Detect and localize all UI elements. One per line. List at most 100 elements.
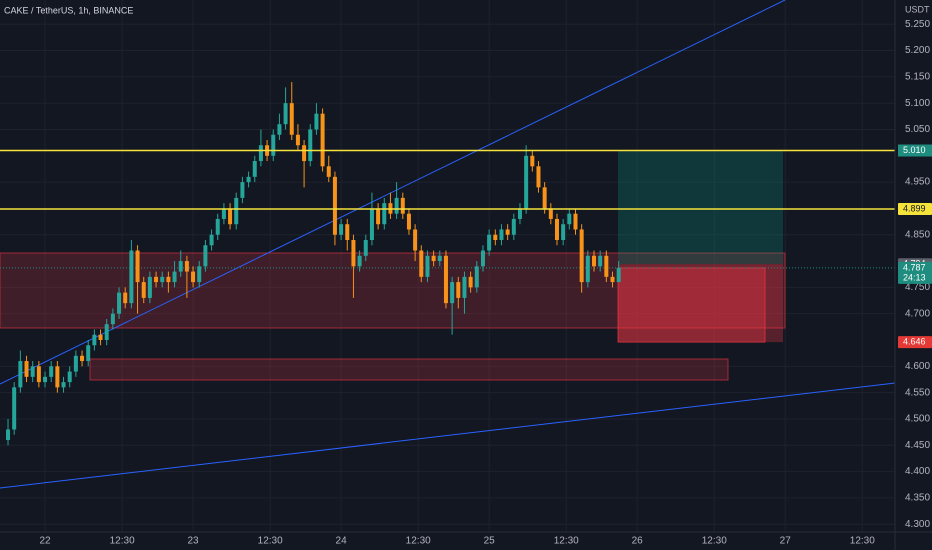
candle-body (67, 371, 72, 383)
candle-body (511, 218, 516, 235)
candle-body (86, 345, 91, 362)
y-tick-label: 4.600 (905, 361, 930, 372)
y-tick-label: 4.750 (905, 282, 930, 293)
position-tool (0, 150, 895, 343)
profit-zone (618, 150, 783, 265)
candle-body (289, 103, 294, 135)
y-tick-label: 4.850 (905, 229, 930, 240)
candle-body (382, 203, 387, 225)
x-tick-label: 12:30 (702, 536, 727, 547)
candle-body (567, 213, 572, 225)
x-tick-label: 24 (336, 536, 348, 547)
y-tick-label: 4.950 (905, 177, 930, 188)
candle-body (271, 134, 276, 156)
price-badge (898, 144, 932, 157)
candle-body (320, 113, 325, 167)
x-tick-label: 22 (39, 536, 51, 547)
candle-body (80, 355, 85, 362)
candle-body (258, 145, 263, 162)
axis-labels: 5.250 5.200 5.150 5.100 5.050 4.950 4.850 4.750… (39, 19, 930, 547)
candle-body (43, 376, 48, 383)
candle-body (240, 182, 245, 198)
candle-body (30, 366, 35, 377)
candle-body (203, 245, 208, 267)
candle-body (431, 255, 436, 262)
candle-body (6, 429, 11, 440)
y-tick-label: 4.450 (905, 440, 930, 451)
candle-body (178, 261, 183, 272)
price-badge (898, 202, 932, 215)
candle-body (135, 250, 140, 283)
x-tick-label: 23 (188, 536, 200, 547)
candle-body (234, 197, 239, 225)
candle-body (499, 229, 504, 240)
candle-body (450, 282, 455, 304)
x-tick-label: 27 (780, 536, 792, 547)
candle-body (98, 334, 103, 340)
candle-body (326, 166, 331, 177)
y-tick-label: 4.500 (905, 414, 930, 425)
grid (0, 0, 895, 532)
price-badge-label: 5.010 (903, 145, 926, 155)
candle-body (123, 292, 128, 304)
x-tick-label: 12:30 (406, 536, 431, 547)
candle-body (295, 134, 300, 146)
candle-body (18, 361, 23, 388)
candle-body (314, 113, 319, 130)
candle-body (604, 255, 609, 277)
candle-body (456, 282, 461, 298)
price-badge-label: 4.787 (903, 262, 926, 272)
price-badge (898, 336, 932, 349)
y-tick-label: 5.050 (905, 124, 930, 135)
candle-body (209, 234, 214, 246)
candle-body (55, 366, 60, 388)
candle-body (351, 240, 356, 267)
y-tick-label: 4.300 (905, 519, 930, 530)
y-tick-label: 4.350 (905, 493, 930, 504)
candle-body (369, 208, 374, 240)
candle-body (184, 261, 189, 272)
candle-body (530, 155, 535, 167)
candle-body (117, 292, 122, 314)
currency: USDT (905, 4, 930, 14)
candle-body (413, 229, 418, 251)
current-zone (617, 267, 766, 343)
candle-body (36, 366, 41, 383)
candle-body (517, 208, 522, 219)
candle-body (277, 124, 282, 135)
x-tick-label: 12:30 (554, 536, 579, 547)
candle-body (302, 145, 307, 162)
x-tick-label: 12:30 (110, 536, 135, 547)
candle-body (61, 382, 66, 388)
candle-body (468, 276, 473, 288)
candle-body (49, 366, 54, 377)
candle-body (419, 250, 424, 277)
candle-body (283, 103, 288, 125)
candle-body (332, 176, 337, 235)
candle-body (425, 255, 430, 277)
loss-zone (618, 264, 783, 343)
x-tick-label: 12:30 (258, 536, 283, 547)
x-tick-label: 26 (632, 536, 644, 547)
price-badge-label: 4.899 (903, 203, 926, 213)
candles (6, 82, 621, 446)
candle-body (443, 255, 448, 304)
candle-body (542, 187, 547, 209)
countdown: 24:13 (903, 272, 926, 282)
candle-body (493, 234, 498, 240)
x-tick-label: 12:30 (850, 536, 875, 547)
candle-body (437, 255, 442, 262)
y-tick-label: 4.400 (905, 466, 930, 477)
candle-body (339, 224, 344, 235)
y-tick-label: 5.250 (905, 19, 930, 30)
candle-body (129, 250, 134, 304)
candle-body (252, 161, 257, 177)
levels (0, 149, 895, 210)
candle-body (579, 229, 584, 283)
candle-body (345, 224, 350, 240)
candle-body (548, 208, 553, 219)
candle-body (363, 240, 368, 256)
candle-body (394, 197, 399, 214)
candle-body (616, 267, 621, 283)
